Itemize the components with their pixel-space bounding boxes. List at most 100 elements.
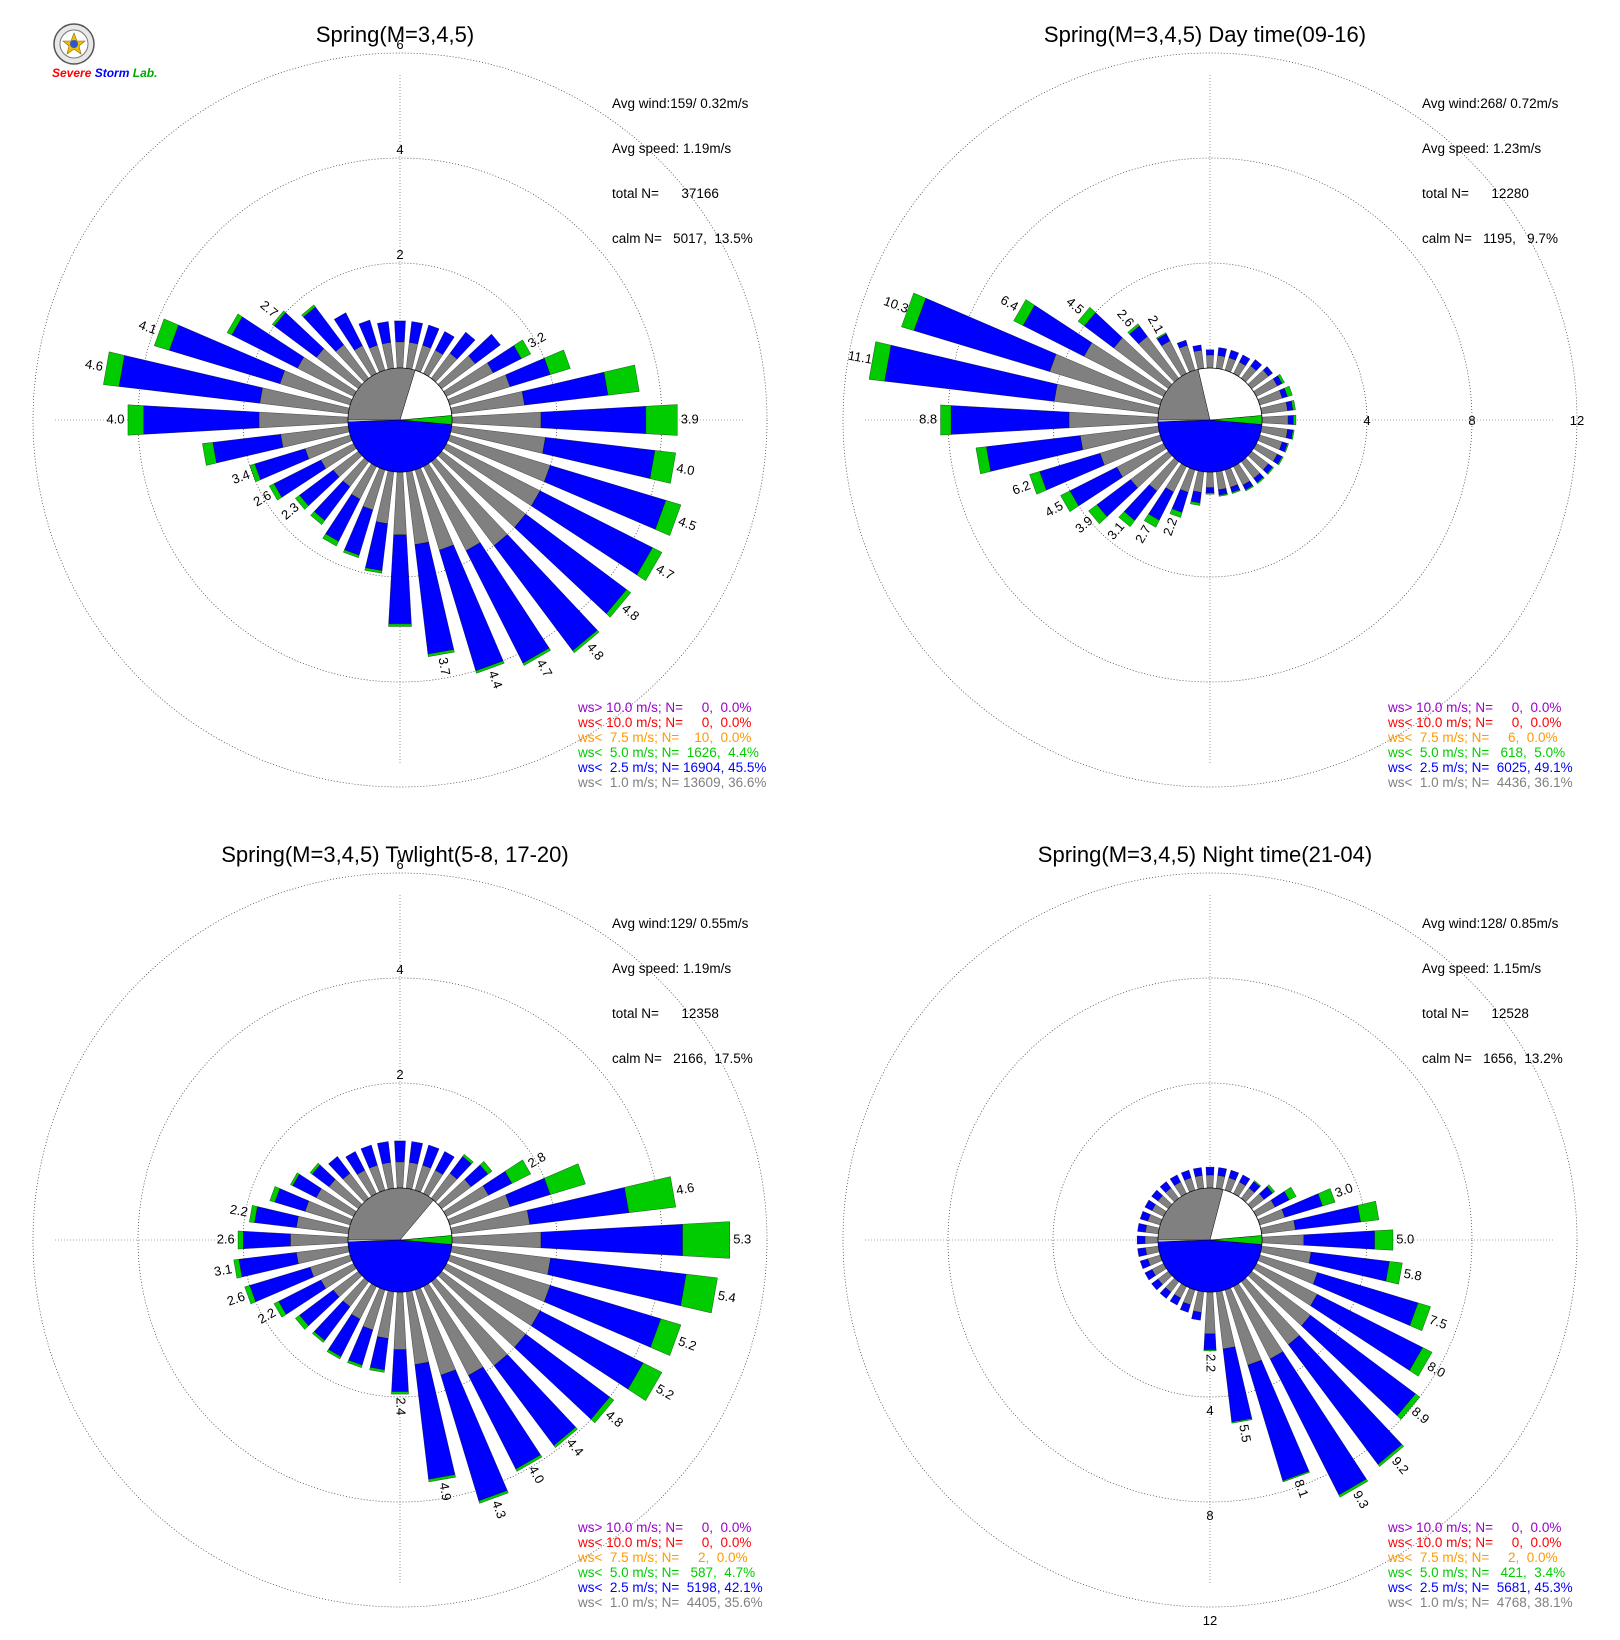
bar-label: 3.9: [681, 411, 699, 426]
rose-bar-segment: [1193, 1167, 1203, 1177]
bar-label: 3.9: [1072, 513, 1095, 536]
ring-label: 8: [1206, 1508, 1213, 1523]
rose-bar-segment: [1205, 1166, 1215, 1176]
rose-bar-segment: [358, 319, 378, 349]
calm-blue-wedge: [347, 1239, 453, 1293]
legend-entry: ws< 1.0 m/s; N= 4436, 36.1%: [1388, 775, 1573, 790]
bar-label: 4.8: [603, 1407, 626, 1430]
rose-bar-segment: [1260, 401, 1288, 415]
legend-entry: ws< 2.5 m/s; N= 5198, 42.1%: [578, 1580, 763, 1595]
rose-bar-segment: [1144, 1236, 1159, 1244]
rose-bar-segment: [572, 629, 600, 654]
calm-blue-wedge: [1157, 1239, 1263, 1293]
rose-bar-segment: [333, 312, 363, 351]
rose-bar-segment: [395, 1161, 405, 1189]
rose-bar-segment: [1190, 490, 1202, 504]
rose-bar-segment: [1171, 489, 1189, 513]
rose-bar-segment: [1127, 323, 1140, 335]
rose-bar-segment: [1193, 1290, 1205, 1313]
rose-bar-segment: [1205, 487, 1215, 494]
rose-bar-segment: [435, 1151, 455, 1175]
rose-bar-segment: [1192, 344, 1202, 352]
ring-label: 12: [1203, 1613, 1217, 1628]
grid-ring: [947, 977, 1473, 1503]
legend-entry: ws< 1.0 m/s; N= 4768, 38.1%: [1388, 1595, 1573, 1610]
ring-label: 12: [1570, 413, 1584, 428]
legend: ws> 10.0 m/s; N= 0, 0.0% ws< 10.0 m/s; N=…: [578, 1520, 763, 1610]
bar-label: 5.2: [654, 1381, 677, 1403]
rose-bar-segment: [1263, 366, 1273, 377]
rose-bar-segment: [381, 342, 395, 370]
rose-bar-segment: [1228, 349, 1239, 361]
rose-bar-segment: [309, 1162, 321, 1175]
bar-label: 4.7: [533, 657, 555, 680]
rose-bar-segment: [1228, 1169, 1239, 1181]
rose-bar-segment: [513, 339, 531, 359]
rose-bar-segment: [1206, 354, 1214, 369]
wind-rose-panel-spring-all: 2 4 6 3.2 3.9 4.0 4.5 4.7 4.8 4.8 4.7 4.4 3.7 2.3 2.6 3…: [0, 0, 810, 820]
legend-entry: ws< 1.0 m/s; N= 13609, 36.6%: [578, 775, 767, 790]
rose-bar-segment: [290, 1233, 349, 1247]
rose-bar-segment: [405, 342, 419, 370]
wind-rose-svg: 4 8 12 2.2 2.73.1 3.9 4.5 6.2 8.8 11.1 10.3 6.4 4.5 2…: [842, 52, 1584, 788]
rose-bar-segment: [377, 321, 391, 344]
rose-bar-segment: [1029, 471, 1047, 495]
rose-bar-segment: [1151, 1189, 1163, 1202]
rose-bar-segment: [310, 511, 326, 525]
bar-label: 2.6: [251, 487, 274, 509]
chart-title: Spring(M=3,4,5) Twlight(5-8, 17-20): [221, 842, 569, 867]
rose-bar-segment: [343, 549, 360, 558]
bar-label: 3.1: [213, 1261, 233, 1279]
bar-label: 2.1: [1145, 313, 1167, 336]
legend-entry: ws< 10.0 m/s; N= 0, 0.0%: [1388, 715, 1562, 730]
bar-label: 5.8: [1403, 1266, 1423, 1284]
rose-bar-segment: [1206, 1174, 1214, 1189]
legend-entry: ws< 5.0 m/s; N= 1626, 4.4%: [578, 745, 759, 760]
bar-label: 3.2: [525, 329, 548, 351]
calm-gray-wedge: [347, 367, 416, 421]
rose-bar-segment: [1151, 1278, 1163, 1291]
rose-bar-segment: [258, 411, 349, 429]
stats-block: Avg wind:268/ 0.72m/s Avg speed: 1.23m/s…: [1422, 66, 1558, 276]
rose-bar-segment: [427, 649, 455, 657]
rose-bar-segment: [1156, 332, 1167, 340]
rose-bar-segment: [1077, 306, 1096, 327]
bar-label: 4.8: [619, 601, 642, 624]
rose-bar-segment: [369, 1367, 385, 1373]
stat-total-n: total N= 12358: [612, 1006, 719, 1021]
rose-bar-segment: [975, 446, 991, 475]
rose-bar-segment: [1284, 385, 1293, 397]
legend-entry: ws> 10.0 m/s; N= 0, 0.0%: [1388, 700, 1562, 715]
rose-bar-segment: [395, 341, 405, 369]
bar-label: 2.2: [229, 1202, 249, 1220]
stat-avg-speed: Avg speed: 1.15m/s: [1422, 961, 1542, 976]
rose-bar-segment: [868, 341, 892, 382]
rose-bar-segment: [1137, 1247, 1147, 1257]
rose-bar-segment: [1145, 1245, 1160, 1256]
rose-bar-segment: [1357, 1200, 1380, 1223]
bar-label: 4.8: [584, 640, 607, 663]
rose-bar-segment: [347, 1359, 363, 1368]
bar-label: 3.4: [230, 467, 252, 487]
stats-block: Avg wind:159/ 0.32m/s Avg speed: 1.19m/s…: [612, 66, 753, 276]
legend: ws> 10.0 m/s; N= 0, 0.0% ws< 10.0 m/s; N=…: [1388, 700, 1573, 790]
rose-bar-segment: [522, 647, 551, 666]
rose-bar-segment: [271, 310, 286, 327]
rose-bar-segment: [1118, 511, 1136, 528]
rose-bar-segment: [1190, 501, 1201, 506]
calm-gray-wedge: [1157, 369, 1211, 421]
rose-bar-segment: [360, 1144, 378, 1169]
stats-block: Avg wind:129/ 0.55m/s Avg speed: 1.19m/s…: [612, 886, 753, 1096]
rose-bar-segment: [1374, 1229, 1394, 1251]
ring-label: 6: [396, 37, 403, 52]
rose-bar-segment: [590, 1396, 615, 1424]
bar-label: 2.6: [225, 1288, 247, 1308]
ring-label: 2: [396, 1067, 403, 1082]
legend: ws> 10.0 m/s; N= 0, 0.0% ws< 10.0 m/s; N=…: [1388, 1520, 1573, 1610]
rose-bar-segment: [1145, 1224, 1160, 1235]
rose-bar-segment: [1396, 1393, 1421, 1420]
rose-bar-segment: [544, 349, 571, 375]
wind-rose-svg: 2 4 6 3.2 3.9 4.0 4.5 4.7 4.8 4.8 4.7 4.4 3.7 2.32.63…: [32, 37, 768, 788]
logo-wordmark: Severe Storm Lab.: [52, 66, 158, 80]
